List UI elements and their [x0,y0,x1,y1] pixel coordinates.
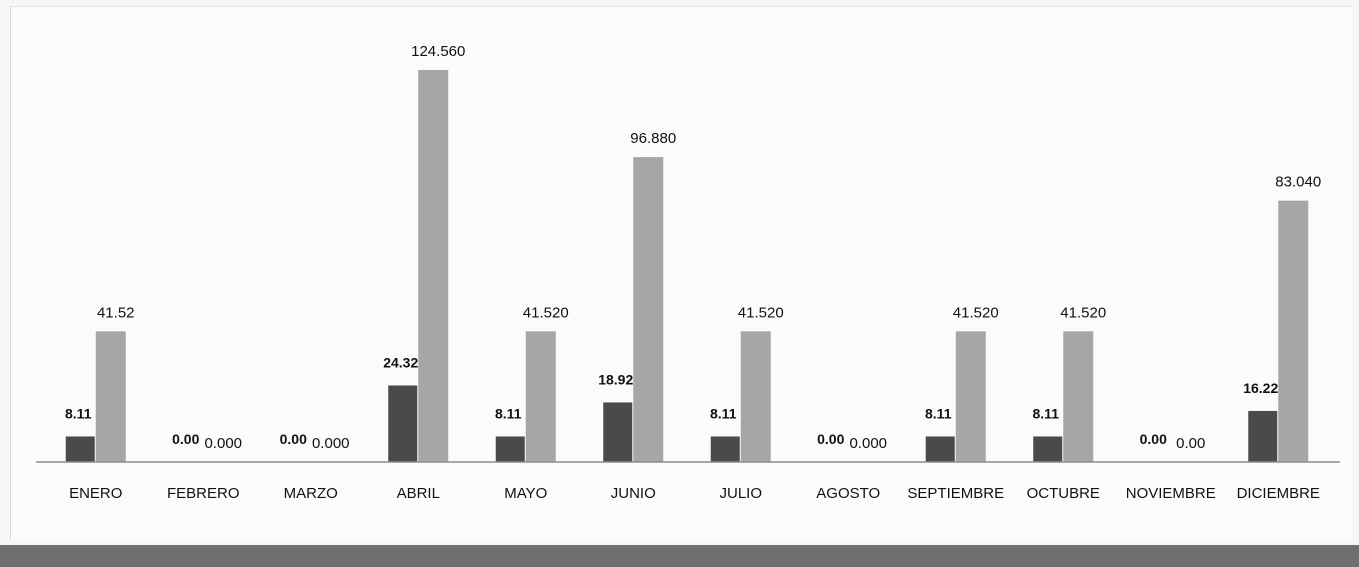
data-label-series-2: 0.00 [1176,435,1205,452]
bar-series-2 [525,331,556,462]
bar-series-2 [740,331,771,462]
x-tick-label: MARZO [284,485,338,502]
x-tick-label: ENERO [69,485,122,502]
data-label-series-1: 24.32 [383,354,418,370]
x-tick-label: MAYO [504,485,547,502]
bar-series-1 [1248,410,1278,462]
data-label-series-1: 8.11 [65,405,92,421]
data-label-series-1: 0.00 [280,431,307,447]
bar-series-2 [95,331,126,462]
bars-layer [65,70,1309,462]
x-tick-label: FEBRERO [167,485,240,502]
bar-series-2 [955,331,986,462]
chart-panel [10,6,1352,540]
data-label-series-1: 8.11 [925,405,952,421]
data-label-series-2: 83.040 [1275,174,1321,191]
x-tick-label: AGOSTO [816,485,880,502]
data-label-series-1: 18.92 [598,371,633,387]
data-label-series-2: 0.000 [204,435,242,452]
data-label-series-2: 41.520 [1060,304,1106,321]
x-tick-label: ABRIL [397,485,440,502]
x-tick-label: JUNIO [611,485,656,502]
data-label-series-1: 0.00 [1140,431,1167,447]
bar-series-1 [603,402,633,462]
bar-series-1 [1033,436,1063,462]
bar-series-1 [388,385,418,462]
data-label-series-2: 124.560 [411,43,465,60]
data-label-series-2: 41.520 [523,304,569,321]
x-tick-label: SEPTIEMBRE [907,485,1004,502]
data-label-series-1: 8.11 [1033,405,1060,421]
x-tick-label: JULIO [719,485,762,502]
data-label-series-1: 0.00 [817,431,844,447]
bar-series-1 [710,436,740,462]
x-tick-label: NOVIEMBRE [1126,485,1216,502]
x-tick-label: OCTUBRE [1027,485,1100,502]
data-label-series-2: 0.000 [849,435,887,452]
data-label-series-1: 8.11 [495,405,522,421]
data-label-series-2: 96.880 [630,130,676,147]
bar-series-1 [925,436,955,462]
data-label-series-2: 41.520 [738,304,784,321]
bar-series-2 [633,157,664,462]
bottom-bar [0,545,1359,567]
data-label-series-2: 41.520 [953,304,999,321]
bar-series-2 [418,70,449,462]
data-label-series-1: 16.22 [1243,380,1278,396]
bar-series-1 [65,436,95,462]
bar-series-1 [495,436,525,462]
data-label-series-1: 0.00 [172,431,199,447]
data-label-series-1: 8.11 [710,405,737,421]
data-label-series-2: 41.52 [97,304,135,321]
x-tick-label: DICIEMBRE [1237,485,1320,502]
bar-series-2 [1063,331,1094,462]
bar-series-2 [1278,200,1309,462]
data-label-series-2: 0.000 [312,435,350,452]
